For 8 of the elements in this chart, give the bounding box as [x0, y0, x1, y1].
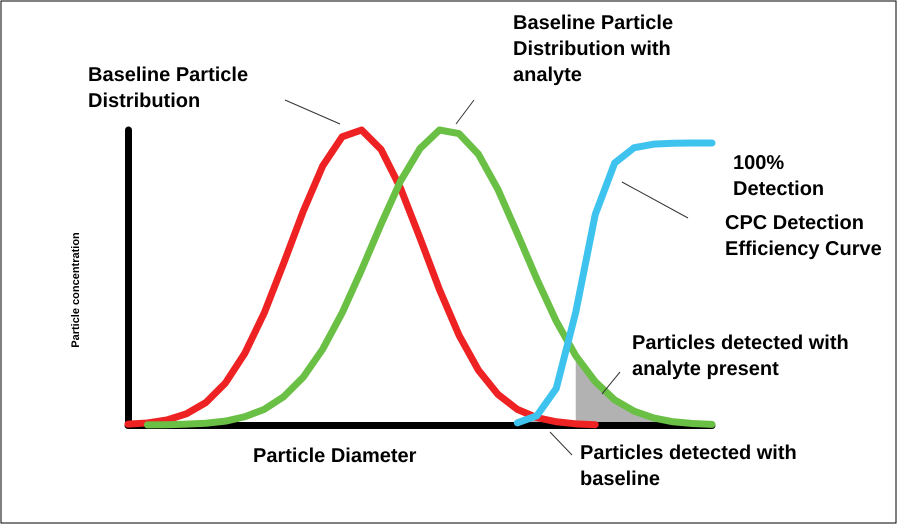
- text: Baseline Particle Distribution with analyte: [513, 12, 679, 86]
- y-axis-title: Particle concentration: [70, 232, 82, 348]
- text: Baseline Particle Distribution: [88, 64, 254, 112]
- text: Particles detected with baseline: [580, 442, 802, 490]
- annotation: Particles detected with analyte present: [632, 332, 854, 380]
- text: CPC Detection Efficiency Curve: [725, 212, 882, 260]
- x-axis-title: Particle Diameter: [253, 445, 417, 467]
- text: 100% Detection: [733, 152, 824, 200]
